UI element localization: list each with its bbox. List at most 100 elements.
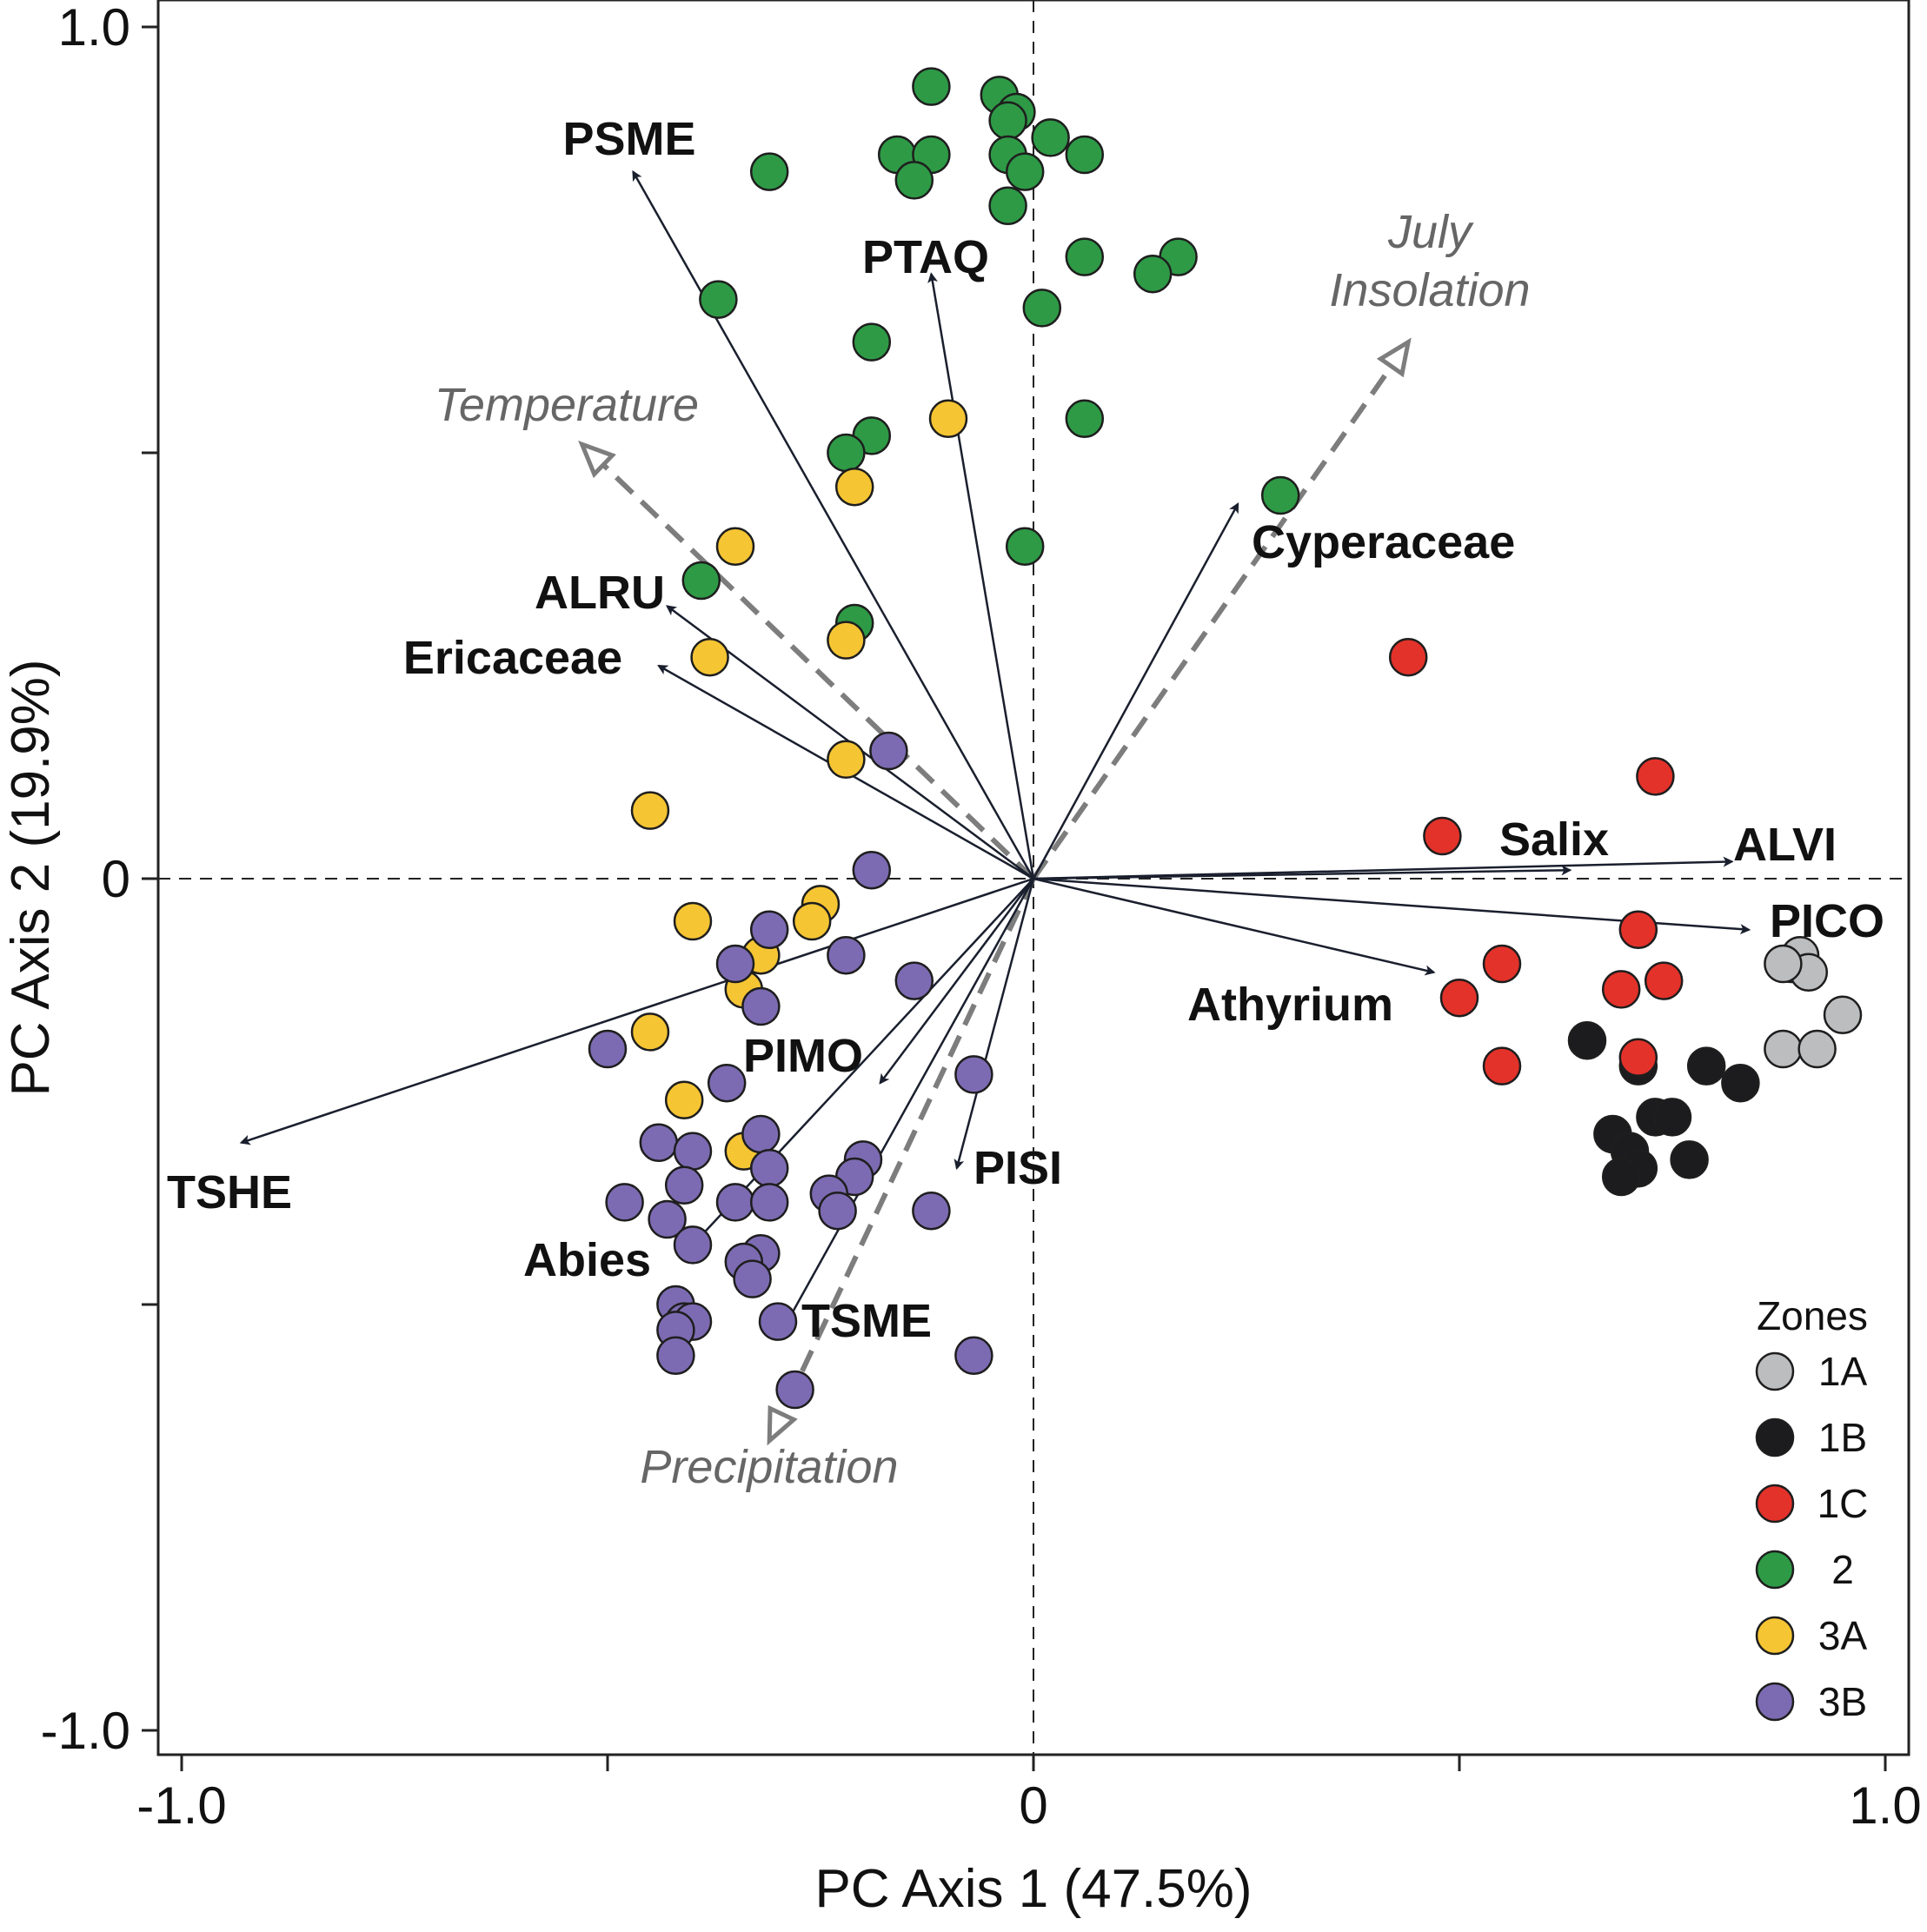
x-tick-label: -1.0	[136, 1776, 226, 1835]
sample-point-zone-3b	[954, 1055, 993, 1094]
sample-point-zone-1c	[1618, 1038, 1658, 1078]
sample-point-zone-2	[1031, 118, 1070, 157]
species-vector-ptaq	[927, 272, 1035, 880]
y-tick-label: 0	[102, 850, 130, 908]
sample-point-zone-1b	[1601, 1157, 1641, 1197]
species-vector-pisi	[954, 878, 1035, 1171]
species-vector-abies	[691, 878, 1034, 1246]
sample-point-zone-1a	[1764, 944, 1803, 984]
sample-point-zone-3b	[588, 1029, 628, 1069]
legend-swatch-1b	[1755, 1417, 1795, 1457]
species-label-cyperaceae: Cyperaceae	[1252, 516, 1515, 568]
sample-point-zone-3b	[673, 1225, 713, 1265]
sample-point-zone-1b	[1721, 1063, 1760, 1103]
zones-legend: Zones 1A 1B 1C 2 3A 3B	[1755, 1293, 1869, 1724]
sample-point-zone-3b	[648, 1199, 687, 1239]
sample-point-zone-3b	[827, 935, 866, 975]
species-label-pico: PICO	[1770, 895, 1884, 947]
sample-point-zone-2	[894, 161, 934, 200]
species-label-tshe: TSHE	[167, 1166, 292, 1218]
sample-point-zone-1c	[1482, 1046, 1522, 1086]
species-label-pimo: PIMO	[743, 1030, 863, 1082]
legend-label-2: 2	[1831, 1547, 1854, 1592]
sample-point-zone-2	[912, 67, 951, 106]
sample-point-zone-3a	[690, 637, 729, 677]
sample-point-zone-3b	[741, 986, 781, 1026]
env-label-precipitation: Precipitation	[640, 1441, 898, 1493]
species-label-alru: ALRU	[535, 567, 665, 619]
species-vector-tsme	[776, 878, 1035, 1340]
legend-title: Zones	[1757, 1293, 1868, 1338]
legend-label-1c: 1C	[1817, 1481, 1869, 1526]
species-label-tsme: TSME	[801, 1295, 932, 1347]
x-tick-label: 1.0	[1849, 1776, 1921, 1835]
y-axis-title: PC Axis 2 (19.9%)	[1, 659, 61, 1096]
sample-point-zone-3a	[715, 527, 755, 567]
env-arrowhead-precipitation	[767, 1404, 798, 1446]
sample-point-zone-1c	[1388, 637, 1428, 677]
species-label-salix: Salix	[1499, 813, 1609, 866]
sample-point-zone-3b	[912, 1191, 951, 1231]
sample-point-zone-2	[827, 433, 866, 473]
sample-point-zone-1c	[1482, 944, 1522, 984]
sample-point-zone-1a	[1764, 1029, 1803, 1069]
sample-point-zone-3b	[749, 1183, 789, 1222]
legend-swatch-1c	[1755, 1484, 1795, 1524]
sample-point-zone-1c	[1439, 978, 1479, 1018]
env-label-july-insolation: Insolation	[1329, 264, 1530, 316]
legend-swatch-3a	[1755, 1616, 1795, 1656]
sample-point-zone-2	[988, 101, 1027, 141]
sample-point-zone-1c	[1618, 910, 1658, 950]
sample-point-zone-3a	[673, 901, 713, 941]
sample-point-zone-1b	[1686, 1046, 1726, 1086]
legend-label-1b: 1B	[1818, 1415, 1867, 1460]
env-label-july-insolation: July	[1387, 206, 1474, 258]
sample-point-zone-3b	[818, 1191, 857, 1231]
sample-point-zone-3b	[715, 944, 755, 984]
env-arrowhead-temperature	[578, 440, 616, 479]
sample-point-zone-3b	[954, 1336, 993, 1376]
env-vector-precipitation	[779, 877, 1036, 1416]
sample-point-zone-3a	[664, 1080, 704, 1120]
sample-point-zone-3b	[656, 1336, 695, 1376]
legend-swatch-3b	[1755, 1682, 1795, 1722]
species-vector-psme	[632, 169, 1035, 880]
env-label-temperature: Temperature	[435, 379, 699, 431]
y-tick-label: 1.0	[58, 0, 130, 56]
sample-point-zone-2	[1065, 135, 1105, 175]
sample-point-zone-3b	[749, 1148, 789, 1188]
species-vector-alvi	[1033, 856, 1734, 880]
sample-point-zone-3b	[707, 1063, 747, 1103]
sample-point-zone-3b	[741, 1114, 781, 1154]
sample-point-zone-3b	[664, 1165, 704, 1205]
sample-point-zone-3a	[827, 621, 866, 660]
sample-point-zone-2	[1260, 475, 1300, 515]
species-vector-pimo	[879, 878, 1034, 1085]
sample-point-zone-3b	[749, 910, 789, 950]
legend-label-1a: 1A	[1818, 1349, 1868, 1394]
sample-point-zone-3a	[630, 791, 670, 830]
legend-swatch-2	[1755, 1550, 1795, 1590]
legend-label-3a: 3A	[1818, 1613, 1868, 1658]
sample-point-zone-2	[1005, 527, 1045, 567]
sample-point-zone-3b	[715, 1183, 755, 1222]
species-label-ptaq: PTAQ	[862, 231, 989, 283]
species-label-psme: PSME	[562, 113, 695, 165]
y-tick-label: -1.0	[41, 1702, 130, 1760]
sample-point-zone-3b	[852, 850, 892, 890]
species-label-alvi: ALVI	[1733, 819, 1837, 871]
env-vector-july-insolation	[1031, 364, 1394, 880]
legend-label-3b: 3B	[1818, 1679, 1867, 1724]
sample-point-zone-3b	[894, 961, 934, 1000]
sample-point-zone-3b	[869, 731, 908, 771]
sample-point-zone-2	[988, 186, 1027, 226]
sample-point-zone-1c	[1423, 816, 1462, 856]
y-axis-ticks: -1.0 0 1.0	[41, 0, 158, 1760]
sample-point-zone-3b	[775, 1370, 814, 1410]
sample-point-zone-3a	[928, 399, 968, 439]
sample-point-zone-1c	[1636, 757, 1675, 796]
sample-point-zone-3a	[630, 1012, 670, 1052]
sample-point-zone-3a	[834, 467, 874, 507]
sample-points	[588, 67, 1863, 1410]
